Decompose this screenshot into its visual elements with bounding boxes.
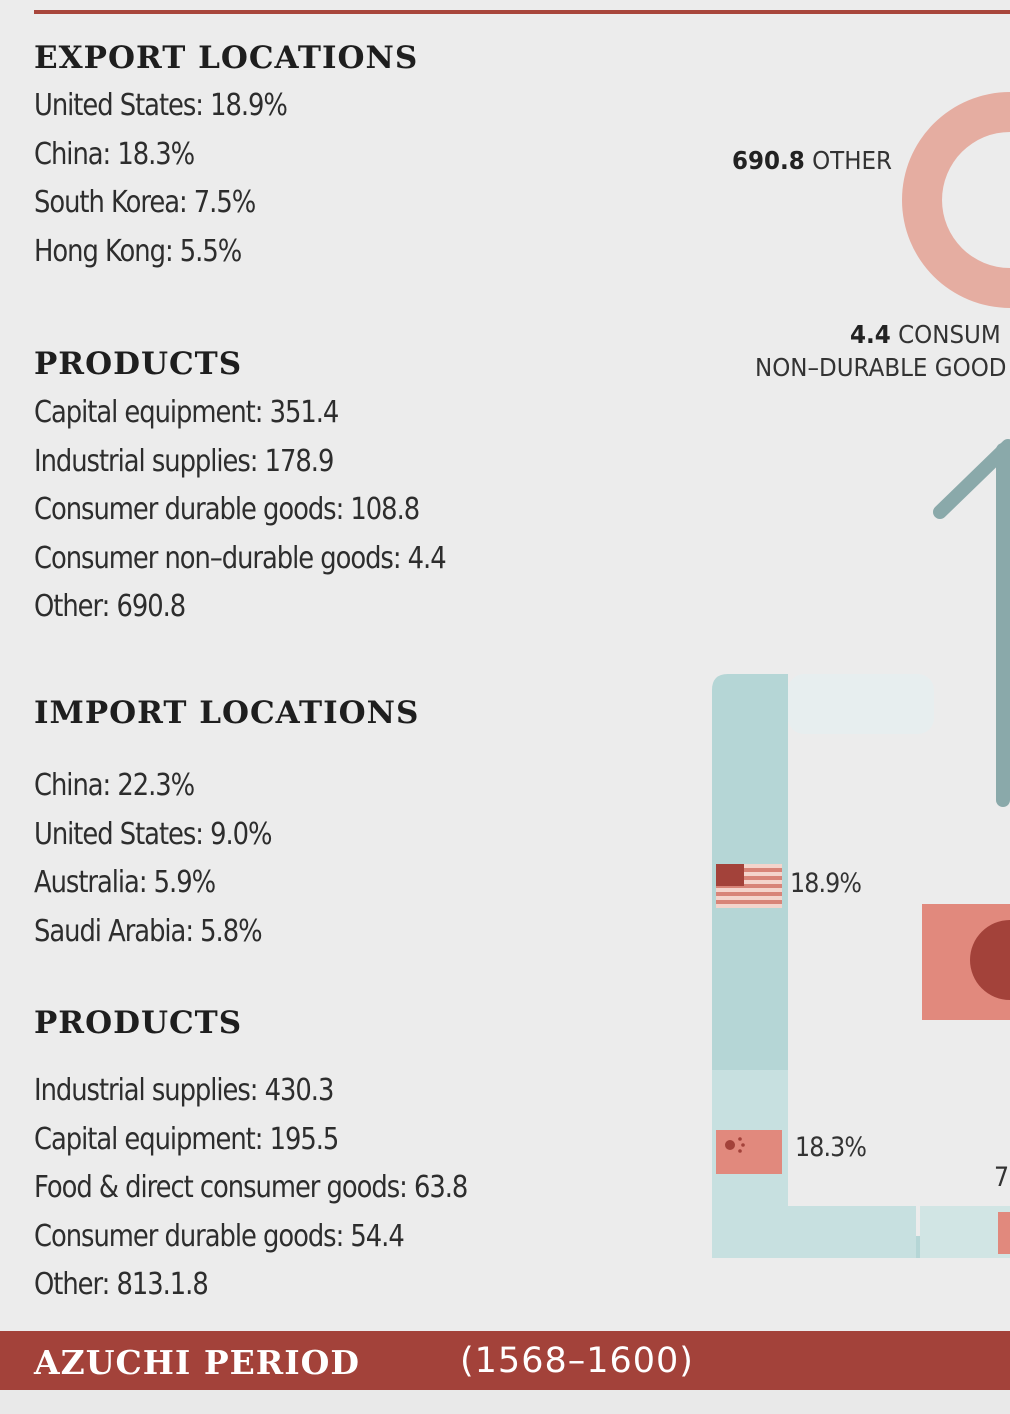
nondurable-value: 4.4 bbox=[850, 320, 891, 349]
list-item: Industrial supplies: 430.3 bbox=[34, 1073, 334, 1108]
nondurable-value-label: 4.4 CONSUM bbox=[850, 320, 1001, 349]
china-percent-label: 18.3% bbox=[795, 1132, 867, 1163]
export-products-heading: PRODUCTS bbox=[34, 346, 243, 382]
nondurable-label-line-2: NON–DURABLE GOOD bbox=[755, 353, 1007, 382]
other-value-label: 690.8 OTHER bbox=[732, 146, 892, 175]
korea-flag-icon bbox=[998, 1212, 1010, 1254]
list-item: Consumer non–durable goods: 4.4 bbox=[34, 540, 447, 576]
list-item: Saudi Arabia: 5.8% bbox=[34, 913, 263, 949]
import-products-list: Industrial supplies: 430.3 Capital equip… bbox=[34, 1067, 654, 1310]
import-locations-section: IMPORT LOCATIONS China: 22.3% United Sta… bbox=[34, 693, 654, 956]
list-item: Industrial supplies: 178.9 bbox=[34, 443, 334, 479]
export-bar-bottom-right bbox=[920, 1206, 1010, 1258]
list-item: China: 18.3% bbox=[34, 136, 195, 172]
import-products-section: PRODUCTS Industrial supplies: 430.3 Capi… bbox=[34, 1003, 654, 1310]
korea-percent-label: 7. bbox=[994, 1162, 1010, 1193]
import-products-heading: PRODUCTS bbox=[34, 1005, 243, 1041]
infographic-graphic bbox=[712, 92, 1010, 1258]
list-item: Capital equipment: 351.4 bbox=[34, 395, 339, 430]
export-locations-list: United States: 18.9% China: 18.3% South … bbox=[34, 82, 654, 276]
list-item: Capital equipment: 195.5 bbox=[34, 1121, 339, 1157]
export-products-list: Capital equipment: 351.4 Industrial supp… bbox=[34, 389, 654, 632]
japan-flag-icon bbox=[922, 904, 1010, 1020]
period-banner: AZUCHI PERIOD (1568–1600) bbox=[0, 1331, 1010, 1390]
donut-segment-other bbox=[902, 92, 1010, 308]
list-item: Consumer durable goods: 108.8 bbox=[34, 492, 420, 527]
import-locations-list: China: 22.3% United States: 9.0% Austral… bbox=[34, 762, 654, 956]
period-title: AZUCHI PERIOD bbox=[34, 1343, 361, 1382]
export-products-section: PRODUCTS Capital equipment: 351.4 Indust… bbox=[34, 344, 654, 632]
china-flag-icon bbox=[716, 1130, 782, 1174]
list-item: Hong Kong: 5.5% bbox=[34, 233, 242, 269]
list-item: Other: 813.1.8 bbox=[34, 1267, 209, 1302]
top-divider bbox=[34, 10, 1010, 14]
list-item: Consumer durable goods: 54.4 bbox=[34, 1218, 405, 1254]
us-flag-icon bbox=[716, 864, 782, 908]
export-locations-heading: EXPORT LOCATIONS bbox=[34, 40, 419, 76]
list-item: Other: 690.8 bbox=[34, 589, 186, 624]
export-bar-top-cap bbox=[788, 674, 934, 734]
list-item: United States: 9.0% bbox=[34, 816, 273, 852]
arrow-head bbox=[933, 439, 1010, 519]
list-item: Australia: 5.9% bbox=[34, 865, 216, 900]
period-years: (1568–1600) bbox=[460, 1341, 694, 1381]
list-item: United States: 18.9% bbox=[34, 88, 288, 123]
other-value: 690.8 bbox=[732, 146, 805, 175]
us-percent-label: 18.9% bbox=[790, 868, 862, 899]
bottom-margin bbox=[0, 1390, 1010, 1414]
list-item: Food & direct consumer goods: 63.8 bbox=[34, 1170, 468, 1205]
import-locations-heading: IMPORT LOCATIONS bbox=[34, 695, 420, 731]
other-label: OTHER bbox=[812, 146, 893, 175]
export-bar-bottom bbox=[788, 1206, 916, 1258]
nondurable-label-line-1: CONSUM bbox=[898, 320, 1001, 349]
export-locations-section: EXPORT LOCATIONS United States: 18.9% Ch… bbox=[34, 38, 654, 276]
list-item: South Korea: 7.5% bbox=[34, 185, 256, 220]
list-item: China: 22.3% bbox=[34, 768, 195, 803]
